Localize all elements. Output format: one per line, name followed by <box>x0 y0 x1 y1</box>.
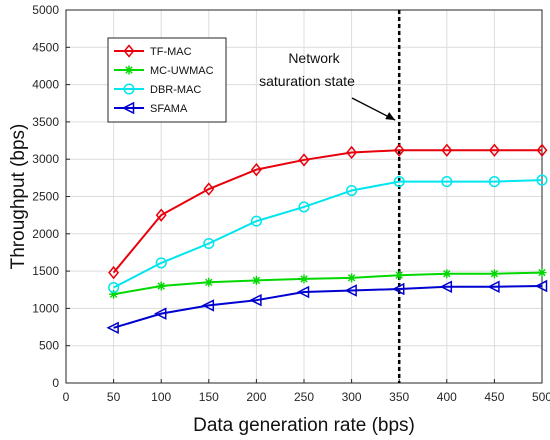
series-group <box>106 143 548 335</box>
legend-marker-sfama <box>121 101 135 115</box>
annotation-group: Network saturation state <box>259 50 396 121</box>
series-line-tf-mac <box>112 149 542 274</box>
data-point-tf-mac-150 <box>203 182 215 196</box>
data-point-sfama-250 <box>296 285 310 299</box>
legend-marker-tf-mac <box>123 44 135 58</box>
legend-label-tf-mac: TF-MAC <box>150 46 192 58</box>
y-axis-title: Throughput (bps) <box>8 124 29 270</box>
data-point-dbr-mac-450 <box>488 176 500 188</box>
y-tick-label-500: 500 <box>39 339 59 353</box>
data-point-sfama-500 <box>534 279 548 293</box>
x-tick-label-350: 350 <box>389 390 409 404</box>
data-point-sfama-400 <box>439 280 453 293</box>
legend-label-sfama: SFAMA <box>150 103 188 115</box>
legend-label-dbr-mac: DBR-MAC <box>150 84 201 96</box>
x-axis-title: Data generation rate (bps) <box>193 415 415 436</box>
data-point-mc-uwmac-500 <box>537 268 547 278</box>
annotation-text-line-1: Network <box>288 50 340 66</box>
data-point-dbr-mac-300 <box>346 184 358 197</box>
x-tick-label-300: 300 <box>342 390 362 404</box>
x-tick-label-450: 450 <box>484 390 504 404</box>
y-tick-label-1500: 1500 <box>32 264 59 278</box>
series-dbr-mac <box>108 174 548 294</box>
legend-marker-mc-uwmac <box>124 65 134 75</box>
data-point-tf-mac-250 <box>298 153 310 167</box>
annotation-text-line-2: saturation state <box>259 73 355 89</box>
x-tick-label-200: 200 <box>246 390 266 404</box>
data-point-dbr-mac-500 <box>536 174 548 186</box>
data-point-mc-uwmac-450 <box>489 269 499 279</box>
series-tf-mac <box>108 143 548 280</box>
series-line-dbr-mac <box>113 179 543 289</box>
data-point-dbr-mac-50 <box>108 281 120 294</box>
data-point-sfama-350 <box>392 282 405 296</box>
data-point-sfama-450 <box>487 280 500 293</box>
data-point-dbr-mac-150 <box>203 237 215 250</box>
data-point-dbr-mac-350 <box>393 176 405 188</box>
x-tick-label-50: 50 <box>107 390 121 404</box>
data-point-tf-mac-400 <box>441 143 453 157</box>
data-point-sfama-200 <box>249 293 262 307</box>
data-point-mc-uwmac-200 <box>251 275 261 285</box>
data-point-tf-mac-200 <box>250 162 262 177</box>
legend-entry-mc-uwmac: MC-UWMAC <box>114 65 214 77</box>
y-tick-label-2500: 2500 <box>32 190 59 204</box>
x-tick-label-150: 150 <box>199 390 219 404</box>
data-point-sfama-150 <box>201 299 215 312</box>
axis-ticks: 0 50 100 150 200 250 300 350 400 450 5000500100015… <box>32 3 550 404</box>
data-point-tf-mac-300 <box>346 145 358 160</box>
data-point-mc-uwmac-250 <box>299 274 309 284</box>
x-tick-label-500: 500 <box>532 390 550 404</box>
y-tick-label-3500: 3500 <box>32 115 59 129</box>
data-point-dbr-mac-100 <box>155 257 167 269</box>
series-mc-uwmac <box>109 268 547 299</box>
data-point-sfama-300 <box>344 284 357 297</box>
y-tick-label-5000: 5000 <box>32 3 59 17</box>
data-point-tf-mac-450 <box>488 143 500 157</box>
data-point-tf-mac-500 <box>536 143 548 157</box>
legend-label-mc-uwmac: MC-UWMAC <box>150 65 214 77</box>
data-point-mc-uwmac-50 <box>109 289 119 299</box>
legend-entry-tf-mac: TF-MAC <box>114 44 192 58</box>
data-point-dbr-mac-200 <box>250 215 262 227</box>
legend-entry-sfama: SFAMA <box>114 101 188 115</box>
data-point-sfama-100 <box>154 307 167 320</box>
data-point-mc-uwmac-400 <box>442 269 452 279</box>
data-point-sfama-50 <box>106 321 119 335</box>
x-tick-label-250: 250 <box>294 390 314 404</box>
x-tick-label-400: 400 <box>437 390 457 404</box>
data-point-tf-mac-50 <box>108 265 120 280</box>
data-point-mc-uwmac-300 <box>347 273 357 283</box>
data-point-mc-uwmac-100 <box>156 281 166 291</box>
data-point-dbr-mac-250 <box>298 201 310 213</box>
x-tick-label-0: 0 <box>63 390 70 404</box>
y-tick-label-1000: 1000 <box>32 301 59 315</box>
data-point-tf-mac-100 <box>155 208 167 222</box>
series-sfama <box>106 279 548 335</box>
y-tick-label-4500: 4500 <box>32 40 59 54</box>
y-tick-label-3000: 3000 <box>32 152 59 166</box>
data-point-dbr-mac-400 <box>441 176 453 188</box>
annotation-arrowhead <box>385 112 396 121</box>
x-tick-label-100: 100 <box>151 390 171 404</box>
legend-marker-dbr-mac <box>123 83 135 95</box>
series-line-mc-uwmac <box>113 271 543 296</box>
data-point-mc-uwmac-150 <box>204 277 214 287</box>
y-tick-label-2000: 2000 <box>32 227 59 241</box>
y-tick-label-0: 0 <box>52 376 59 390</box>
series-line-sfama <box>113 285 543 329</box>
y-tick-label-4000: 4000 <box>32 78 59 92</box>
legend: TF-MAC MC-UWMAC DBR-MAC SFAMA <box>107 37 227 123</box>
data-point-mc-uwmac-350 <box>394 270 404 280</box>
legend-entry-dbr-mac: DBR-MAC <box>114 83 201 96</box>
data-point-tf-mac-350 <box>393 143 405 157</box>
